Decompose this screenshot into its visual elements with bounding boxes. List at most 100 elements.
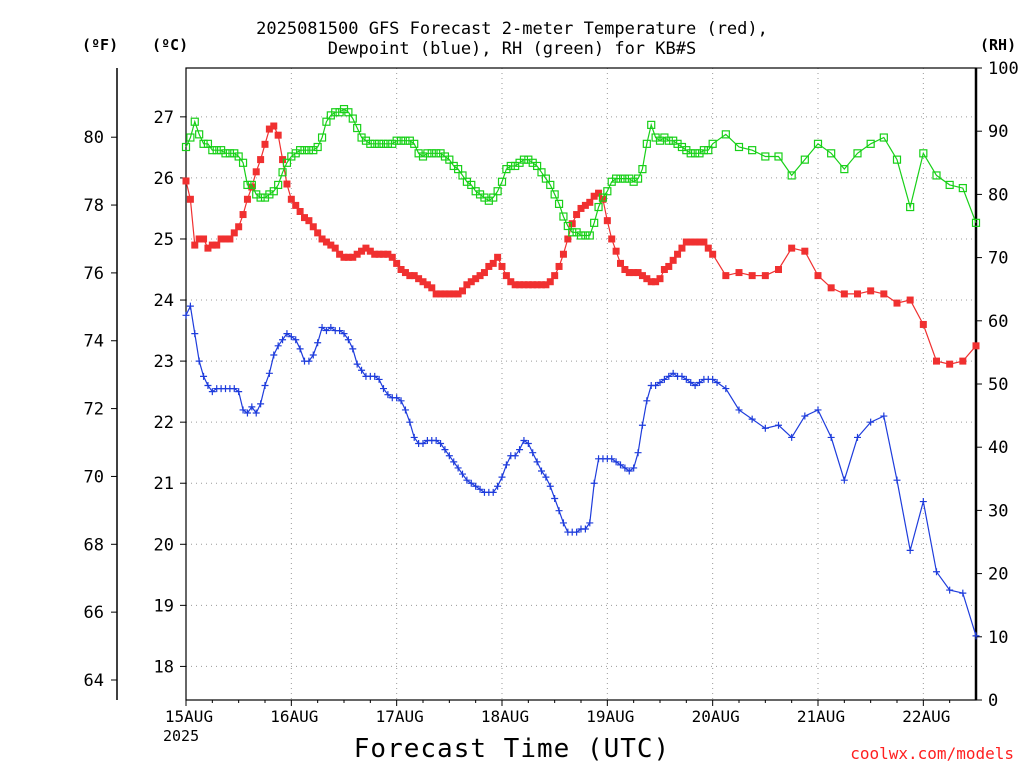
temperature-point — [595, 189, 603, 197]
grid-lines — [186, 68, 976, 700]
rh-point — [866, 139, 875, 148]
temperature-point — [454, 290, 462, 298]
rh-tick-label: 90 — [988, 122, 1008, 142]
rh-point — [620, 174, 629, 183]
dewpoint-point — [432, 436, 440, 444]
rh-point — [906, 202, 915, 212]
rh-point — [379, 139, 388, 148]
temperature-point — [283, 180, 291, 188]
temperature-point — [933, 357, 940, 365]
temperature-point — [630, 269, 638, 277]
fahrenheit-tick-label: 68 — [84, 535, 104, 555]
temperature-point — [432, 290, 440, 298]
dewpoint-point — [327, 324, 335, 332]
rh-point — [568, 228, 577, 237]
temperature-point — [507, 278, 515, 286]
dewpoint-point — [586, 519, 594, 527]
dewpoint-point — [243, 409, 251, 417]
temperature-point — [840, 290, 848, 298]
dewpoint-point — [397, 397, 405, 405]
rh-tick-label: 30 — [988, 501, 1008, 521]
temperature-point — [814, 272, 822, 280]
dewpoint-point — [349, 345, 357, 353]
dewpoint-point — [318, 324, 326, 332]
dewpoint-point — [252, 409, 260, 417]
dewpoint-point — [687, 378, 695, 386]
temperature-point — [867, 287, 875, 295]
dewpoint-point — [437, 440, 445, 448]
dewpoint-point — [555, 507, 563, 515]
rh-point — [612, 174, 621, 183]
rh-point — [186, 133, 195, 142]
dewpoint-point — [384, 391, 392, 399]
dewpoint-point — [559, 519, 567, 527]
temperature-point — [445, 290, 453, 298]
rh-point — [546, 180, 555, 190]
temperature-point — [410, 272, 418, 280]
rh-point — [563, 221, 572, 231]
chart-title-line-1: 2025081500 GFS Forecast 2-meter Temperat… — [256, 19, 768, 39]
dewpoint-point — [467, 479, 475, 487]
dewpoint-point — [235, 388, 243, 396]
temperature-point — [222, 235, 229, 243]
rh-point — [932, 171, 941, 180]
dewpoint-point — [344, 336, 352, 344]
rh-point — [827, 149, 836, 158]
rh-point — [427, 149, 436, 158]
rh-point — [401, 136, 410, 145]
dewpoint-point — [502, 461, 510, 469]
dewpoint-point — [445, 452, 453, 460]
dewpoint-point — [375, 375, 383, 383]
temperature-point — [485, 262, 493, 270]
rh-point — [734, 142, 744, 152]
temperature-point — [195, 235, 203, 243]
temperature-point — [200, 235, 208, 243]
rh-point — [392, 136, 401, 145]
rh-point — [410, 139, 419, 148]
dewpoint-point — [450, 458, 458, 466]
dewpoint-point — [296, 345, 304, 353]
temperature-point — [893, 299, 901, 307]
temperature-point — [292, 201, 300, 209]
rh-point — [423, 149, 432, 158]
rh-tick-label: 10 — [988, 628, 1008, 648]
temperature-point — [463, 281, 471, 289]
temperature-point — [257, 156, 265, 164]
dewpoint-point — [358, 366, 366, 374]
dewpoint-point — [520, 436, 528, 444]
dewpoint-point — [314, 339, 322, 347]
rh-point — [212, 146, 221, 155]
fahrenheit-tick-label: 64 — [84, 671, 104, 691]
rh-point — [396, 136, 406, 145]
dewpoint-point — [529, 449, 537, 457]
rh-point — [195, 130, 204, 139]
dewpoint-point — [906, 546, 914, 554]
rh-point — [247, 180, 256, 190]
dewpoint-point — [621, 464, 629, 472]
rh-tick-label: 80 — [988, 185, 1008, 205]
temperature-point — [441, 290, 449, 298]
dewpoint-point — [630, 464, 638, 472]
dewpoint-point — [200, 372, 208, 380]
temperature-point — [182, 177, 190, 185]
dewpoint-series-line — [185, 304, 977, 637]
temperature-point — [524, 281, 532, 289]
temperature-point — [459, 287, 466, 295]
temperature-point — [665, 262, 673, 270]
temperature-point — [687, 238, 695, 246]
dewpoint-point — [827, 433, 835, 441]
dewpoint-point — [283, 330, 291, 338]
rh-point — [533, 161, 542, 171]
celsius-tick-label: 26 — [154, 169, 174, 189]
rh-point — [199, 139, 208, 148]
rh-tick-label: 0 — [988, 691, 998, 711]
rh-point — [445, 155, 454, 164]
rh-point — [800, 155, 809, 164]
temperature-series-line — [185, 125, 977, 365]
dewpoint-point — [459, 470, 466, 478]
rh-point — [506, 161, 515, 171]
rh-tick-label: 100 — [988, 59, 1019, 79]
temperature-point — [384, 250, 392, 258]
temperature-point — [511, 281, 519, 289]
temperature-point — [761, 272, 769, 280]
